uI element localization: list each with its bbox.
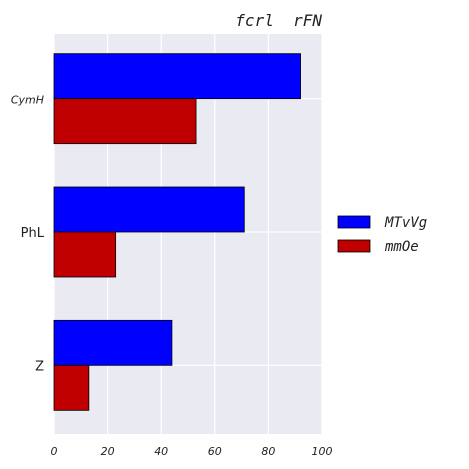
- legend-swatch-mmOe: [338, 240, 370, 252]
- x-tick-label: 100: [312, 445, 333, 458]
- bar-MTvVg-PhL: [54, 187, 244, 232]
- chart-title: fcrl rFN: [235, 11, 322, 30]
- y-tick-label: Z: [35, 359, 44, 374]
- bar-MTvVg-Z: [54, 320, 172, 365]
- bar-MTvVg-CymH: [54, 54, 301, 99]
- bar-mmOe-CymH: [54, 99, 196, 144]
- x-tick-label: 60: [208, 445, 222, 458]
- legend-swatch-MTvVg: [338, 216, 370, 228]
- bar-mmOe-PhL: [54, 232, 116, 277]
- x-tick-labels: 0 20 40 60 80 100: [51, 445, 333, 458]
- legend: MTvVg mmOe: [338, 215, 427, 255]
- bar-mmOe-Z: [54, 365, 89, 410]
- y-tick-labels: CymH PhL Z: [11, 94, 45, 375]
- y-tick-label: PhL: [21, 226, 45, 241]
- legend-label-mmOe: mmOe: [384, 239, 419, 255]
- x-tick-label: 40: [154, 445, 168, 458]
- x-tick-label: 20: [101, 445, 115, 458]
- legend-label-MTvVg: MTvVg: [384, 215, 427, 231]
- x-tick-label: 0: [51, 445, 58, 458]
- y-tick-label: CymH: [11, 94, 44, 107]
- x-tick-label: 80: [261, 445, 275, 458]
